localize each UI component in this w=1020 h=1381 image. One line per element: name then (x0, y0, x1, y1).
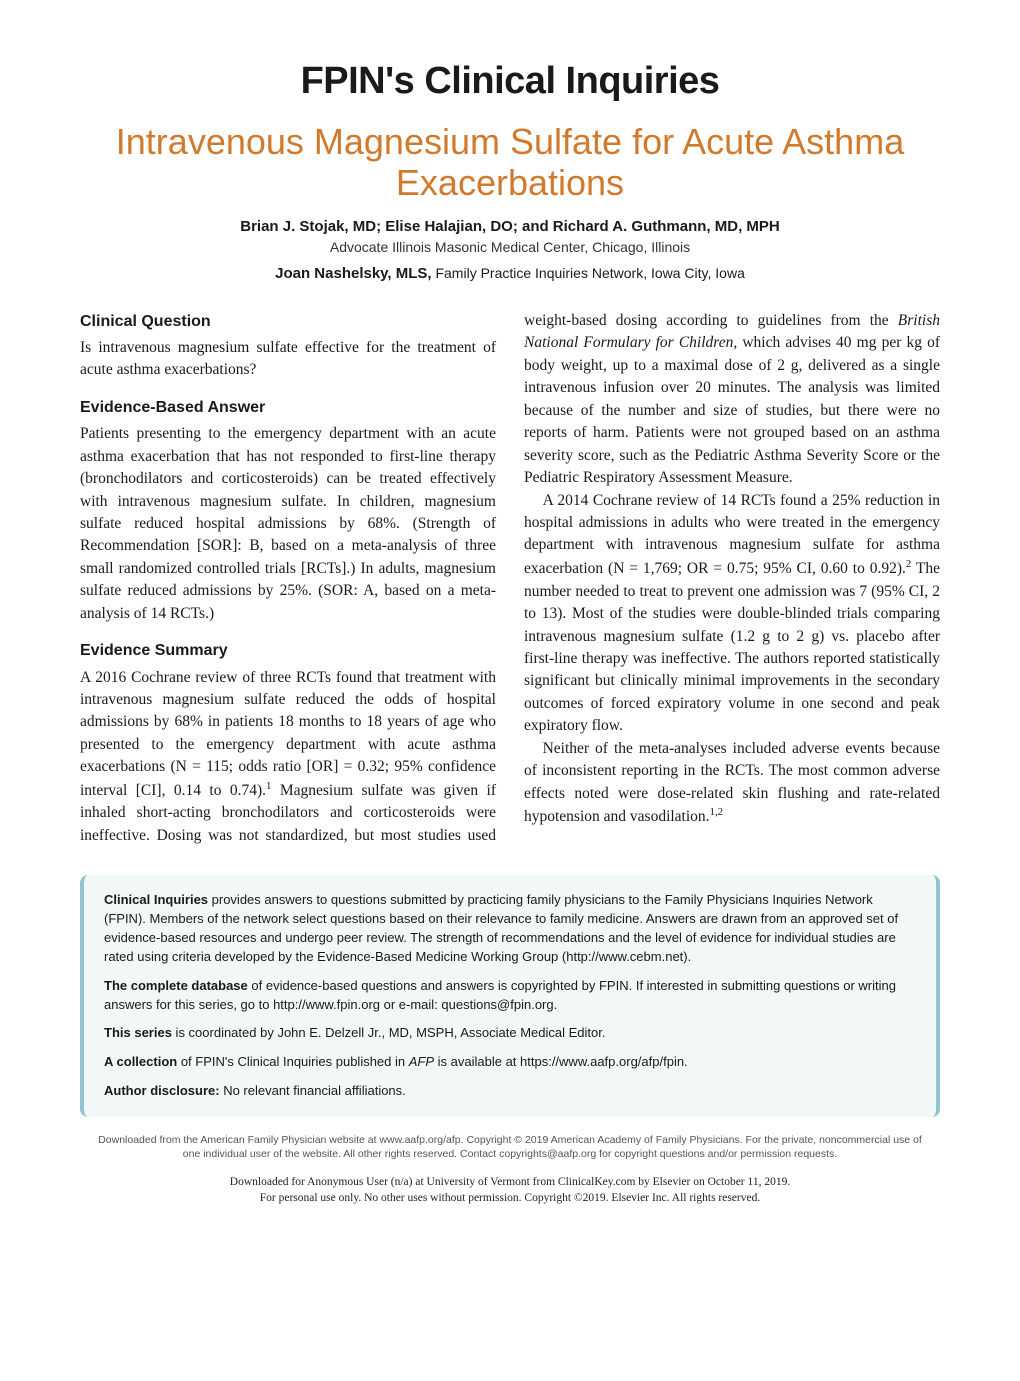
infobox-p5: Author disclosure: No relevant financial… (104, 1082, 916, 1101)
series-title: FPIN's Clinical Inquiries (80, 60, 940, 103)
copyright-notice: Downloaded from the American Family Phys… (80, 1133, 940, 1161)
evidence-answer-text: Patients presenting to the emergency dep… (80, 423, 496, 625)
heading-clinical-question: Clinical Question (80, 310, 496, 333)
author-secondary-affil: Family Practice Inquiries Network, Iowa … (432, 265, 745, 281)
article-title: Intravenous Magnesium Sulfate for Acute … (80, 121, 940, 204)
evidence-summary-p2: A 2014 Cochrane review of 14 RCTs found … (524, 490, 940, 738)
infobox-p1: Clinical Inquiries provides answers to q… (104, 891, 916, 966)
author-secondary-name: Joan Nashelsky, MLS, (275, 265, 431, 282)
ref-1-2: 1,2 (710, 806, 724, 818)
infobox-p2: The complete database of evidence-based … (104, 977, 916, 1015)
infobox-p4: A collection of FPIN's Clinical Inquirie… (104, 1053, 916, 1072)
author-secondary: Joan Nashelsky, MLS, Family Practice Inq… (80, 265, 940, 282)
article-body: Clinical Question Is intravenous magnesi… (80, 310, 940, 848)
affiliation-main: Advocate Illinois Masonic Medical Center… (80, 239, 940, 255)
download-note: Downloaded for Anonymous User (n/a) at U… (80, 1175, 940, 1206)
heading-evidence-summary: Evidence Summary (80, 639, 496, 662)
heading-evidence-answer: Evidence-Based Answer (80, 396, 496, 419)
clinical-question-text: Is intravenous magnesium sulfate effecti… (80, 337, 496, 382)
authors-main: Brian J. Stojak, MD; Elise Halajian, DO;… (80, 218, 940, 235)
evidence-summary-p3: Neither of the meta-analyses included ad… (524, 738, 940, 829)
info-box: Clinical Inquiries provides answers to q… (80, 875, 940, 1117)
infobox-p3: This series is coordinated by John E. De… (104, 1024, 916, 1043)
